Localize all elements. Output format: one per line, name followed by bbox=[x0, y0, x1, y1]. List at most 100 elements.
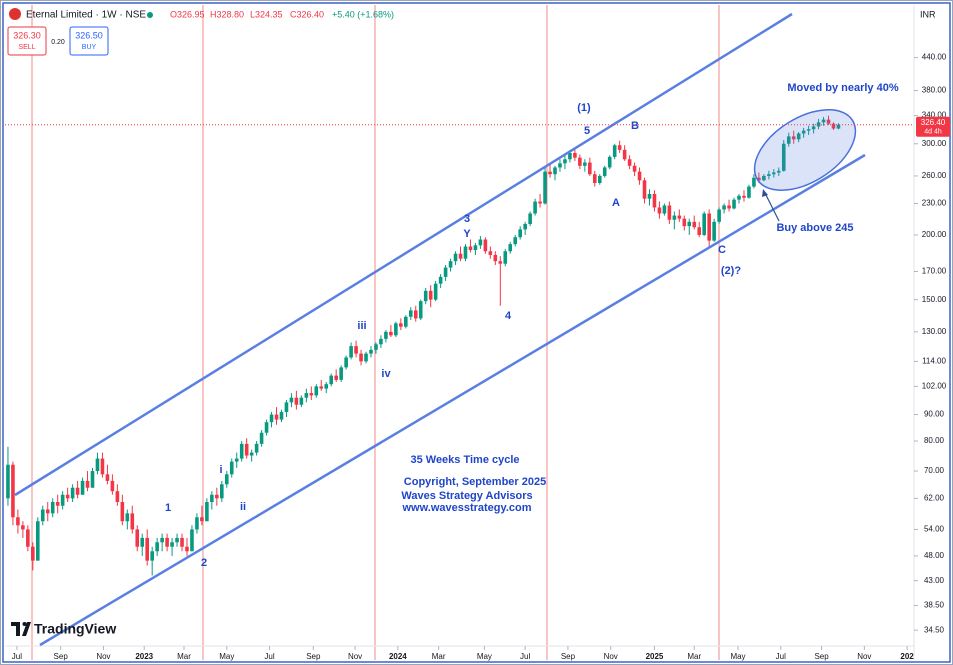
x-tick-label: 202 bbox=[900, 652, 914, 661]
candle-body bbox=[45, 509, 50, 514]
candle-body bbox=[413, 310, 418, 319]
annotation: ii bbox=[240, 501, 246, 513]
candle-body bbox=[165, 537, 169, 547]
candle-body bbox=[418, 301, 423, 319]
x-tick-label: Nov bbox=[96, 652, 110, 661]
candle-body bbox=[309, 393, 314, 396]
candle-body bbox=[399, 323, 403, 327]
candle-body bbox=[284, 402, 289, 413]
candle-body bbox=[160, 537, 164, 543]
ohlc-open: O326.95 bbox=[170, 9, 205, 19]
y-tick-label: 150.00 bbox=[922, 295, 947, 304]
ohlc-close: C326.40 bbox=[290, 9, 324, 19]
logo-dot bbox=[22, 622, 27, 626]
candle-body bbox=[647, 193, 652, 199]
annotation: A bbox=[612, 197, 620, 209]
candle-body bbox=[110, 480, 115, 492]
last-price: 326.40 4d 4h bbox=[5, 116, 950, 137]
candle-body bbox=[319, 386, 324, 389]
candle-body bbox=[627, 159, 632, 166]
candle-body bbox=[538, 201, 542, 204]
candle-body bbox=[712, 221, 716, 241]
candle-body bbox=[175, 537, 179, 543]
y-tick-label: 130.00 bbox=[922, 327, 947, 336]
candle-body bbox=[50, 502, 55, 514]
candle-body bbox=[752, 177, 756, 187]
candle-body bbox=[55, 502, 60, 506]
candle-body bbox=[200, 517, 204, 522]
y-tick-label: 43.00 bbox=[924, 576, 945, 585]
candle-body bbox=[543, 171, 547, 204]
y-tick-label: 70.00 bbox=[924, 466, 945, 475]
trade-buttons: 326.30 SELL 0.20 326.50 BUY bbox=[7, 26, 109, 56]
candle-body bbox=[747, 186, 751, 198]
candle-body bbox=[259, 432, 264, 444]
annotation: C bbox=[718, 244, 726, 256]
arrow-head bbox=[762, 189, 768, 197]
candle-body bbox=[428, 290, 433, 300]
candle-body bbox=[433, 283, 438, 300]
annotation: 2 bbox=[201, 557, 207, 569]
annotation: Buy above 245 bbox=[776, 222, 853, 234]
candle-body bbox=[224, 474, 229, 485]
candle-body bbox=[791, 136, 796, 140]
candle-body bbox=[518, 229, 522, 238]
highlight-ellipse bbox=[753, 109, 857, 191]
candle-body bbox=[438, 276, 443, 284]
header: Eternal Limited · 1W · NSE O326.95 H328.… bbox=[9, 8, 936, 21]
candle-body bbox=[274, 414, 279, 420]
candle-body bbox=[394, 323, 398, 336]
candle-body bbox=[493, 254, 498, 262]
candle-body bbox=[508, 244, 513, 252]
buy-price: 326.50 bbox=[75, 30, 103, 40]
candle-body bbox=[553, 167, 557, 175]
candle-body bbox=[602, 167, 607, 176]
candle-body bbox=[657, 207, 662, 214]
candle-body bbox=[667, 205, 672, 220]
candle-body bbox=[120, 502, 125, 522]
candle-body bbox=[762, 175, 766, 181]
candle-body bbox=[672, 215, 677, 220]
candle-body bbox=[205, 502, 209, 522]
x-tick-label: May bbox=[219, 652, 234, 661]
candle-body bbox=[558, 163, 562, 168]
candle-body bbox=[135, 529, 140, 547]
candle-body bbox=[717, 209, 721, 222]
candle-body bbox=[722, 205, 726, 210]
candle-body bbox=[35, 521, 40, 561]
y-tick-label: 34.50 bbox=[924, 625, 945, 634]
sell-button[interactable] bbox=[7, 26, 47, 56]
candle-body bbox=[478, 239, 483, 246]
candle-body bbox=[448, 261, 453, 268]
candle-body bbox=[26, 529, 30, 547]
logo-text: TradingView bbox=[34, 621, 116, 637]
buy-button[interactable] bbox=[69, 26, 109, 56]
annotation: (1) bbox=[577, 102, 591, 114]
annotation: Y bbox=[463, 228, 471, 240]
channel-upper bbox=[14, 12, 793, 497]
x-tick-label: Nov bbox=[604, 652, 618, 661]
candle-body bbox=[70, 487, 75, 499]
candle-body bbox=[498, 261, 503, 264]
candle-body bbox=[374, 344, 378, 350]
symbol: Eternal Limited · 1W · NSE bbox=[26, 10, 146, 21]
candle-body bbox=[254, 443, 259, 453]
candle-body bbox=[692, 221, 697, 228]
annotation: 35 Weeks Time cycle bbox=[410, 454, 519, 466]
candle-body bbox=[195, 517, 199, 530]
candle-body bbox=[836, 124, 841, 129]
x-tick-label: 2024 bbox=[389, 652, 407, 661]
candle-body bbox=[727, 205, 731, 209]
candle-body bbox=[299, 397, 304, 405]
x-tick-label: Mar bbox=[177, 652, 191, 661]
candle-body bbox=[707, 213, 711, 241]
candle-body bbox=[239, 443, 244, 459]
x-tick-label: Jul bbox=[520, 652, 530, 661]
candle-body bbox=[468, 246, 473, 251]
annotation: iii bbox=[357, 320, 366, 332]
annotation: 4 bbox=[505, 310, 512, 322]
candle-body bbox=[513, 237, 518, 245]
arrow bbox=[762, 189, 780, 222]
